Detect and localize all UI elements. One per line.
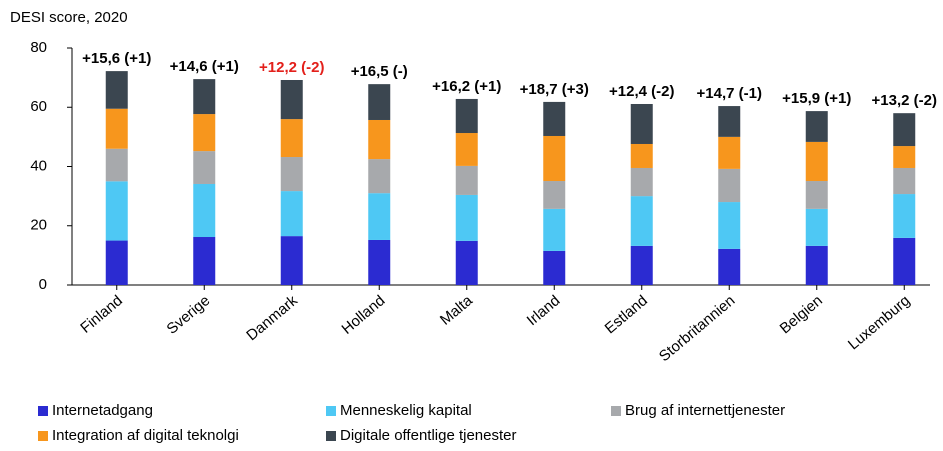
bar-segment	[455, 194, 478, 241]
bar-segment	[630, 143, 653, 168]
bar-segment	[630, 167, 653, 197]
x-tick-label: Holland	[338, 292, 388, 338]
legend-label: Menneskelig kapital	[340, 402, 472, 419]
bar-segment	[280, 157, 303, 192]
bar-segment	[718, 202, 741, 249]
bar-segment	[105, 108, 128, 149]
bar-segment	[543, 101, 566, 136]
bar-segment	[893, 237, 916, 285]
bar-segment	[105, 181, 128, 241]
bar-segment	[193, 114, 216, 152]
x-tick-label: Belgien	[777, 292, 826, 337]
bar-segment	[718, 136, 741, 169]
bar-segment	[455, 240, 478, 285]
legend-swatch	[38, 406, 48, 416]
bar-segment	[805, 208, 828, 246]
bar-segment	[543, 181, 566, 209]
bar-segment	[805, 141, 828, 182]
bar-segment	[105, 71, 128, 109]
bar-segment	[368, 239, 391, 285]
annotation: +12,4 (-2)	[609, 83, 674, 100]
bar-segment	[630, 103, 653, 144]
bar-segment	[368, 193, 391, 240]
legend-swatch	[611, 406, 621, 416]
bar-segment	[543, 135, 566, 182]
x-tick-label: Finland	[77, 292, 126, 337]
annotation: +14,7 (-1)	[697, 85, 762, 102]
bar-segment	[193, 183, 216, 238]
bar-segment	[718, 248, 741, 285]
bar-segment	[805, 111, 828, 142]
y-tick-label: 60	[30, 98, 47, 115]
x-tick-label: Estland	[602, 292, 651, 337]
legend-swatch	[326, 406, 336, 416]
bar-segment	[280, 191, 303, 237]
x-tick-label: Malta	[437, 292, 477, 329]
bar-segment	[280, 119, 303, 158]
bar-segment	[105, 240, 128, 285]
bar-segment	[280, 236, 303, 285]
legend-label: Internetadgang	[52, 402, 153, 419]
x-tick-label: Danmark	[243, 292, 301, 344]
bar-segment	[805, 181, 828, 209]
x-tick-label: Sverige	[163, 292, 213, 338]
bar-segment	[455, 165, 478, 195]
bar-segment	[105, 148, 128, 182]
legend-label: Integration af digital teknolgi	[52, 427, 239, 444]
y-axis-label: DESI score, 2020	[10, 9, 128, 26]
annotation: +16,2 (+1)	[432, 78, 501, 95]
annotation: +18,7 (+3)	[520, 81, 589, 98]
bar-segment	[893, 113, 916, 147]
x-tick-label: Irland	[524, 292, 564, 329]
bar-segment	[455, 98, 478, 134]
bar-segment	[543, 250, 566, 285]
legend-swatch	[38, 431, 48, 441]
bar-segment	[543, 208, 566, 251]
y-tick-label: 80	[30, 39, 47, 56]
annotation: +16,5 (-)	[351, 63, 408, 80]
y-tick-label: 0	[39, 276, 47, 293]
bar-segment	[368, 84, 391, 120]
bar-segment	[805, 245, 828, 285]
annotation: +12,2 (-2)	[259, 59, 324, 76]
annotation: +15,9 (+1)	[782, 90, 851, 107]
bar-segment	[630, 196, 653, 246]
bar-segment	[280, 79, 303, 120]
bar-segment	[630, 245, 653, 285]
y-tick-label: 40	[30, 157, 47, 174]
bar-segment	[368, 119, 391, 160]
legend-label: Brug af internettjenester	[625, 402, 785, 419]
bar-segment	[893, 194, 916, 238]
legend-label: Digitale offentlige tjenester	[340, 427, 517, 444]
bar-segment	[193, 151, 216, 184]
legend-swatch	[326, 431, 336, 441]
bar-segment	[718, 106, 741, 137]
y-tick-label: 20	[30, 217, 47, 234]
annotation: +13,2 (-2)	[872, 92, 937, 109]
annotation: +14,6 (+1)	[170, 58, 239, 75]
bar-segment	[193, 237, 216, 285]
bar-segment	[455, 133, 478, 166]
x-tick-label: Luxemburg	[845, 292, 913, 353]
bar-segment	[193, 79, 216, 115]
x-tick-label: Storbritannien	[656, 292, 738, 365]
bar-segment	[893, 146, 916, 168]
bar-segment	[368, 159, 391, 194]
bar-segment	[893, 167, 916, 195]
annotation: +15,6 (+1)	[82, 50, 151, 67]
bar-segment	[718, 168, 741, 203]
